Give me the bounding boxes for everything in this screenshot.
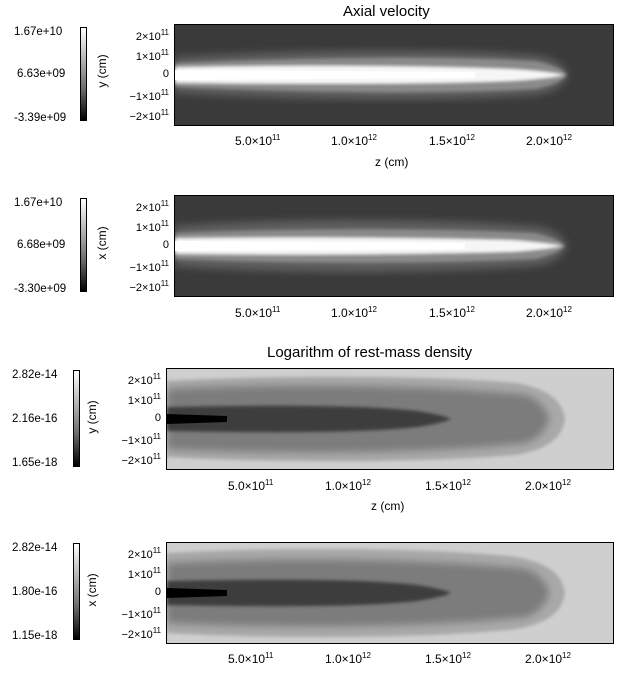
- x-tick-label: 5.0×1011: [228, 651, 273, 666]
- y-tick-label: 0: [163, 68, 169, 80]
- y-tick-label: 2×1011: [128, 372, 161, 387]
- x-tick-label: 1.0×1012: [325, 478, 371, 493]
- y-tick-label: 1×1011: [136, 48, 169, 63]
- colorbar-max-label: 2.82e-14: [12, 369, 57, 381]
- y-tick-label: 1×1011: [128, 566, 161, 581]
- jet-field-image: [175, 25, 613, 125]
- y-tick-label: −1×1011: [121, 432, 161, 447]
- x-tick-label: 1.5×1012: [429, 305, 475, 320]
- colorbar: [73, 370, 80, 467]
- y-tick-label: −1×1011: [129, 259, 169, 274]
- y-tick-label: 2×1011: [128, 546, 161, 561]
- velocity-image-yz: [174, 24, 614, 126]
- colorbar-max-label: 1.67e+10: [14, 197, 62, 209]
- y-tick-label: 0: [163, 239, 169, 251]
- y-tick-label: 0: [155, 586, 161, 598]
- x-tick-label: 1.5×1012: [429, 133, 475, 148]
- y-tick-label: 0: [155, 412, 161, 424]
- colorbar-min-label: 1.65e-18: [12, 457, 57, 469]
- y-tick-label: 2×1011: [136, 199, 169, 214]
- colorbar: [80, 198, 87, 292]
- y-tick-label: 2×1011: [136, 28, 169, 43]
- x-tick-label: 1.0×1012: [325, 651, 371, 666]
- x-axis-side-label: x (cm): [85, 570, 99, 610]
- x-tick-label: 2.0×1012: [526, 305, 572, 320]
- y-tick-label: −2×1011: [129, 108, 169, 123]
- x-tick-label: 5.0×1011: [235, 305, 280, 320]
- colorbar-max-label: 1.67e+10: [14, 26, 62, 38]
- colorbar-max-label: 2.82e-14: [12, 542, 57, 554]
- colorbar-mid-label: 6.63e+09: [17, 68, 65, 80]
- colorbar-mid-label: 6.68e+09: [17, 239, 65, 251]
- y-tick-label: −2×1011: [121, 452, 161, 467]
- x-axis-side-label: x (cm): [95, 223, 109, 263]
- y-tick-label: −2×1011: [121, 626, 161, 641]
- jet-field-image: [167, 369, 613, 469]
- x-tick-label: 2.0×1012: [525, 478, 571, 493]
- y-tick-label: −1×1011: [129, 88, 169, 103]
- density-title: Logarithm of rest-mass density: [267, 344, 472, 361]
- velocity-title: Axial velocity: [343, 3, 430, 20]
- x-axis-label: z (cm): [375, 155, 408, 169]
- density-image-yz: [166, 368, 614, 470]
- jet-field-image: [175, 196, 613, 296]
- x-tick-label: 5.0×1011: [228, 478, 273, 493]
- y-tick-label: −1×1011: [121, 606, 161, 621]
- x-tick-label: 2.0×1012: [526, 133, 572, 148]
- colorbar-min-label: -3.30e+09: [14, 283, 66, 295]
- y-axis-label: y (cm): [95, 51, 109, 91]
- x-tick-label: 1.5×1012: [425, 478, 471, 493]
- colorbar-min-label: -3.39e+09: [14, 112, 66, 124]
- colorbar-mid-label: 2.16e-16: [12, 413, 57, 425]
- x-tick-label: 1.0×1012: [331, 133, 377, 148]
- velocity-image-xz: [174, 195, 614, 297]
- x-tick-label: 1.0×1012: [331, 305, 377, 320]
- y-tick-label: −2×1011: [129, 279, 169, 294]
- colorbar: [80, 27, 87, 121]
- density-image-xz: [166, 542, 614, 644]
- x-tick-label: 1.5×1012: [425, 651, 471, 666]
- x-tick-label: 2.0×1012: [525, 651, 571, 666]
- colorbar-mid-label: 1.80e-16: [12, 586, 57, 598]
- colorbar-min-label: 1.15e-18: [12, 630, 57, 642]
- y-axis-label: y (cm): [85, 397, 99, 437]
- y-tick-label: 1×1011: [136, 219, 169, 234]
- colorbar: [73, 543, 80, 640]
- y-tick-label: 1×1011: [128, 392, 161, 407]
- jet-field-image: [167, 543, 613, 643]
- x-tick-label: 5.0×1011: [235, 133, 280, 148]
- x-axis-label: z (cm): [371, 499, 404, 513]
